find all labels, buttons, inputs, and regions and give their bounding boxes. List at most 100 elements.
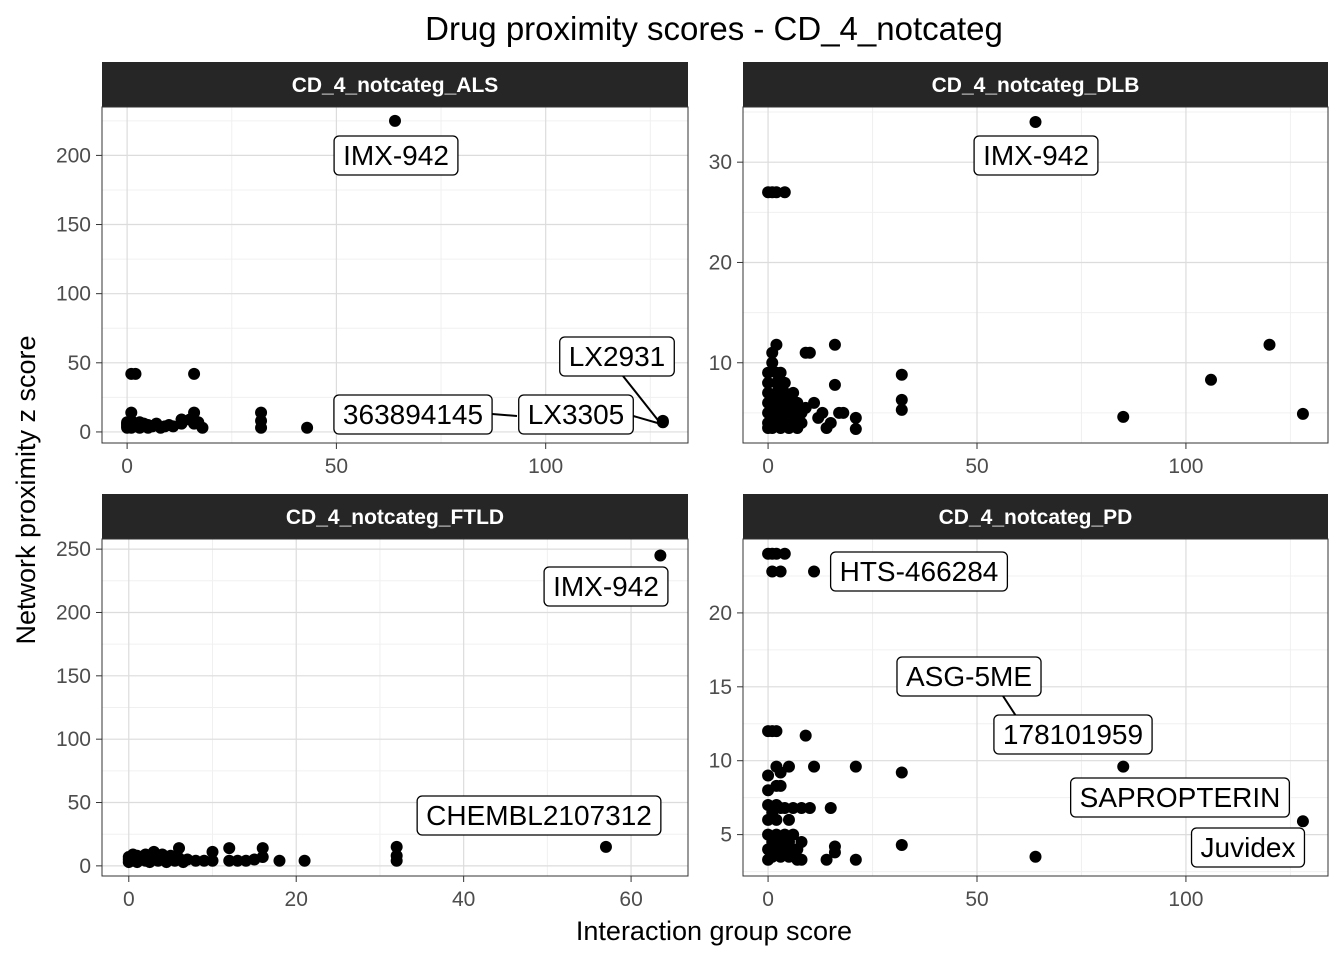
- label-leader-line: [1002, 695, 1017, 717]
- data-point: [766, 565, 779, 578]
- data-point: [837, 406, 850, 419]
- data-point: [787, 802, 800, 815]
- data-point: [849, 422, 862, 435]
- x-tick-label: 100: [1168, 455, 1203, 478]
- data-point: [795, 836, 808, 849]
- x-tick-label: 0: [121, 455, 133, 478]
- data-point: [782, 760, 795, 773]
- point-label: HTS-466284: [840, 556, 999, 587]
- y-tick-label: 20: [709, 602, 732, 625]
- data-point: [795, 802, 808, 815]
- label-leader-line: [491, 413, 518, 417]
- y-tick-label: 50: [68, 792, 91, 815]
- y-tick-label: 50: [68, 352, 91, 375]
- y-tick-label: 150: [56, 214, 91, 237]
- data-point: [301, 421, 314, 434]
- data-point: [824, 416, 837, 429]
- data-point: [778, 376, 791, 389]
- point-label-box: [973, 135, 1099, 176]
- data-point: [774, 766, 787, 779]
- facet-panel: CD_4_notcateg_DLB 0 50 100 10 20 30 IMX-942: [709, 62, 1329, 478]
- data-point: [808, 760, 821, 773]
- data-point: [173, 842, 186, 855]
- data-point: [1263, 338, 1276, 351]
- data-point: [125, 406, 138, 419]
- data-point: [808, 396, 821, 409]
- data-point: [273, 854, 286, 867]
- facet-panel: CD_4_notcateg_PD 0 50 100 5 10 15 20 HTS-466284 A…: [709, 494, 1329, 911]
- point-label-box: [993, 714, 1153, 755]
- point-label: CHEMBL2107312: [426, 800, 652, 831]
- data-point: [1029, 850, 1042, 863]
- facet-strip-label: CD_4_notcateg_ALS: [292, 74, 499, 97]
- point-label: ASG-5ME: [906, 661, 1032, 692]
- point-label-box: [559, 336, 675, 377]
- data-point: [770, 338, 783, 351]
- facet-strip: [102, 494, 688, 539]
- data-point: [188, 367, 201, 380]
- y-tick-label: 20: [709, 251, 732, 274]
- y-tick-label: 200: [56, 601, 91, 624]
- data-point: [255, 406, 268, 419]
- data-point: [824, 802, 837, 815]
- data-point: [255, 421, 268, 434]
- point-label-box: [333, 394, 493, 435]
- x-tick-label: 50: [325, 455, 348, 478]
- x-tick-label: 100: [1168, 888, 1203, 911]
- data-point: [803, 346, 816, 359]
- data-point: [766, 356, 779, 369]
- data-point: [808, 565, 821, 578]
- label-leader-line: [622, 375, 662, 425]
- facet-panel: CD_4_notcateg_ALS 0 50 100 0 50 100 150 200 IMX-9…: [56, 62, 689, 478]
- y-tick-label: 200: [56, 144, 91, 167]
- y-tick-label: 10: [709, 750, 732, 773]
- data-point: [762, 366, 775, 379]
- data-point: [799, 729, 812, 742]
- point-label-box: [829, 551, 1009, 592]
- data-point: [895, 838, 908, 851]
- data-point: [1296, 815, 1309, 828]
- y-tick-label: 0: [79, 421, 91, 444]
- y-axis-label: Network proximity z score: [11, 335, 41, 644]
- panel-border: [742, 538, 1329, 877]
- y-tick-label: 250: [56, 538, 91, 561]
- point-label: IMX-942: [553, 571, 659, 602]
- data-point: [828, 378, 841, 391]
- y-tick-label: 15: [709, 676, 732, 699]
- point-label-box: [1069, 777, 1291, 818]
- point-label: 363894145: [343, 399, 483, 430]
- data-point: [256, 842, 269, 855]
- data-point: [828, 846, 841, 859]
- data-point: [762, 376, 775, 389]
- data-point: [390, 854, 403, 867]
- data-point: [778, 186, 791, 199]
- x-tick-label: 50: [965, 455, 988, 478]
- data-point: [782, 396, 795, 409]
- data-point: [390, 840, 403, 853]
- point-label-box: [333, 135, 459, 176]
- data-point: [129, 367, 142, 380]
- data-point: [198, 854, 211, 867]
- y-tick-label: 100: [56, 283, 91, 306]
- x-tick-label: 50: [965, 888, 988, 911]
- data-point: [816, 406, 829, 419]
- data-point: [1117, 760, 1130, 773]
- data-point: [223, 842, 236, 855]
- x-tick-label: 0: [762, 888, 774, 911]
- data-point: [189, 854, 202, 867]
- y-tick-label: 0: [79, 855, 91, 878]
- data-point: [762, 769, 775, 782]
- data-point: [795, 416, 808, 429]
- data-point: [778, 802, 791, 815]
- data-point: [774, 565, 787, 578]
- point-label-box: [518, 394, 634, 435]
- point-label-box: [543, 566, 669, 607]
- data-point: [787, 828, 800, 841]
- facet-strip: [102, 62, 688, 107]
- data-point: [849, 760, 862, 773]
- data-point: [196, 421, 209, 434]
- data-point: [188, 406, 201, 419]
- data-point: [895, 766, 908, 779]
- facet-strip-label: CD_4_notcateg_PD: [939, 506, 1133, 529]
